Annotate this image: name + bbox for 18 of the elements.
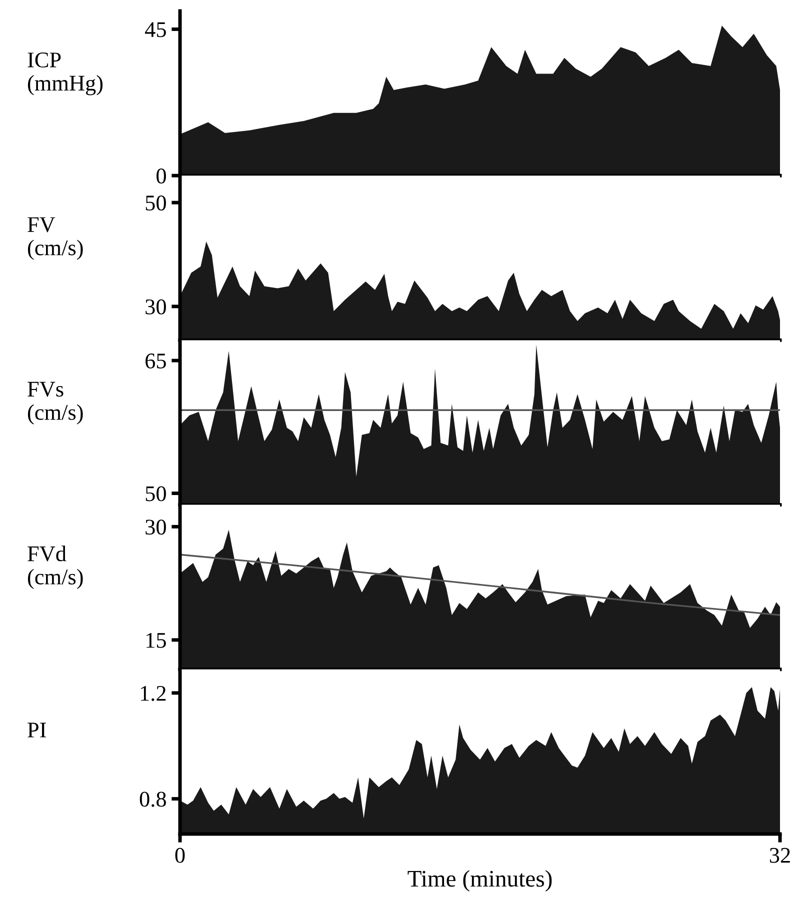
y-axis-title: ICP (mmHg) xyxy=(28,52,103,96)
y-axis-title: FVd (cm/s) xyxy=(28,546,83,590)
y-tick-label: 15 xyxy=(146,632,166,648)
y-tick-label: 30 xyxy=(146,299,166,314)
y-tick-label: 1.2 xyxy=(140,686,166,701)
y-tick-label: 30 xyxy=(146,520,166,535)
y-tick-label: 0 xyxy=(156,168,166,184)
x-axis-title: Time (minutes) xyxy=(408,870,552,892)
y-tick-label: 50 xyxy=(146,486,166,502)
y-tick-label: 0.8 xyxy=(140,792,166,807)
y-tick-label: 50 xyxy=(146,196,166,211)
y-axis-title: FVs (cm/s) xyxy=(28,382,83,424)
y-tick-label: 45 xyxy=(145,22,166,38)
y-axis-title: PI xyxy=(28,722,46,738)
y-axis-title: FV (cm/s) xyxy=(28,217,83,260)
line-series xyxy=(180,554,780,616)
y-tick-label: 65 xyxy=(146,354,166,368)
x-tick-label: 32 xyxy=(770,848,790,863)
